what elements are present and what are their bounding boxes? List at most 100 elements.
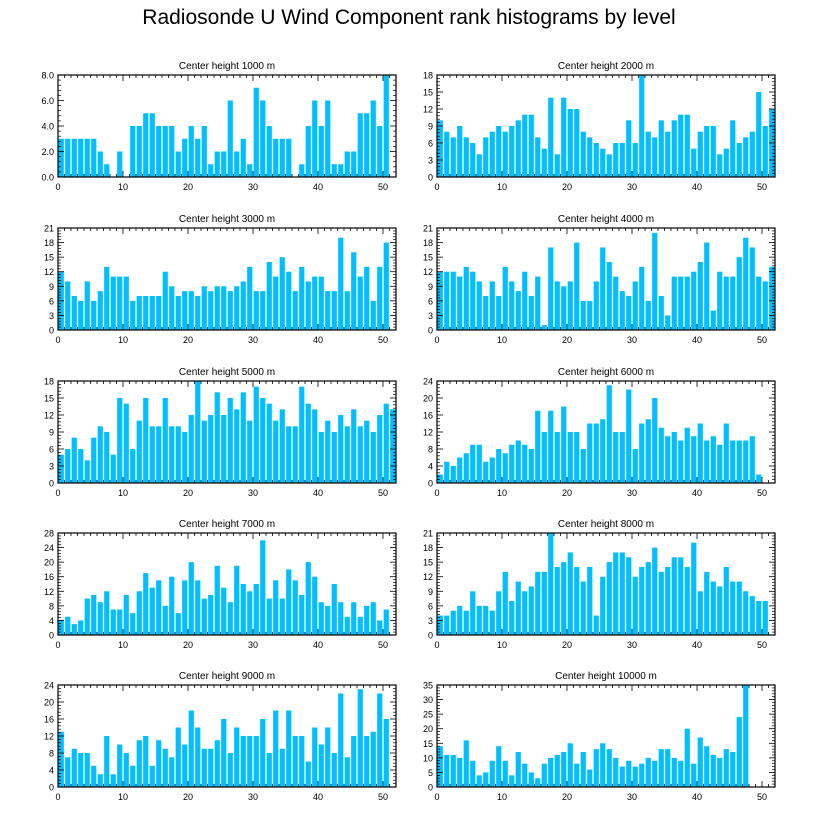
bar <box>234 409 240 483</box>
panel-title: Center height 7000 m <box>179 519 275 530</box>
bar <box>169 426 175 483</box>
x-tick-label: 10 <box>118 335 128 345</box>
panel-title: Center height 3000 m <box>179 214 275 225</box>
bar <box>736 717 742 787</box>
y-tick-label: 15 <box>423 253 433 263</box>
y-tick-label: 15 <box>423 88 433 98</box>
bar <box>286 426 292 483</box>
bar <box>574 567 580 635</box>
x-tick-label: 0 <box>434 792 439 802</box>
bar <box>489 131 495 177</box>
bar <box>299 266 305 330</box>
bar <box>509 281 515 330</box>
bar <box>286 569 292 635</box>
bar <box>169 757 175 787</box>
bar <box>97 291 103 330</box>
bar <box>123 594 129 635</box>
bar <box>318 602 324 635</box>
y-tick-label: 20 <box>423 394 433 404</box>
bar <box>691 148 697 177</box>
bar <box>201 420 207 483</box>
bar <box>351 252 357 330</box>
bar <box>632 576 638 635</box>
x-tick-label: 50 <box>378 792 388 802</box>
bar <box>710 754 716 787</box>
bar <box>104 432 110 483</box>
panel-title: Center height 6000 m <box>558 367 654 378</box>
bar <box>123 276 129 330</box>
bar <box>266 403 272 483</box>
bar <box>240 281 246 330</box>
bar <box>743 685 749 787</box>
bar <box>65 281 71 330</box>
bar <box>522 271 528 330</box>
bar <box>253 584 259 635</box>
y-tick-label: 24 <box>44 543 54 553</box>
y-tick-label: 28 <box>44 529 54 539</box>
bar <box>561 97 567 177</box>
bar <box>91 765 97 787</box>
bar <box>318 276 324 330</box>
x-tick-label: 10 <box>497 335 507 345</box>
bar <box>325 605 331 635</box>
bar <box>541 148 547 177</box>
x-tick-label: 30 <box>248 182 258 192</box>
bar <box>470 143 476 177</box>
bar <box>606 262 612 330</box>
bar <box>338 164 344 177</box>
y-tick-label: 6 <box>49 445 54 455</box>
bar <box>156 580 162 635</box>
bar <box>684 567 690 635</box>
y-tick-label: 10 <box>423 753 433 763</box>
bar <box>279 257 285 330</box>
bar <box>58 454 64 483</box>
x-tick-label: 20 <box>183 792 193 802</box>
bar <box>305 403 311 483</box>
bar <box>305 562 311 635</box>
y-tick-label: 0 <box>428 479 433 489</box>
bar <box>97 774 103 787</box>
bar <box>619 291 625 330</box>
bar <box>684 427 690 483</box>
bar <box>717 757 723 787</box>
y-tick-label: 3 <box>428 156 433 166</box>
y-tick-label: 18 <box>423 71 433 81</box>
bar <box>515 291 521 330</box>
bar <box>325 727 331 787</box>
bar <box>104 736 110 787</box>
y-tick-label: 18 <box>423 238 433 248</box>
bar <box>730 752 736 787</box>
bar <box>697 131 703 177</box>
bar <box>162 271 168 330</box>
bar <box>561 752 567 787</box>
bar <box>78 449 84 483</box>
bar <box>325 291 331 330</box>
bar <box>645 419 651 483</box>
bar <box>240 584 246 635</box>
panel-title: Center height 4000 m <box>558 214 654 225</box>
bar <box>684 728 690 787</box>
y-tick-label: 20 <box>44 558 54 568</box>
bar <box>450 754 456 787</box>
bar <box>437 746 443 787</box>
bar <box>377 266 383 330</box>
bar <box>574 109 580 177</box>
bar <box>704 126 710 177</box>
bar <box>463 453 469 483</box>
bar <box>535 571 541 635</box>
y-tick-label: 18 <box>44 377 54 387</box>
y-tick-label: 8 <box>428 445 433 455</box>
chart-panel-3: Center height 3000 m 0 10 20 30 40 50 0 3 6 9 12 15 1… <box>44 214 397 345</box>
bar <box>338 602 344 635</box>
y-tick-label: 12 <box>44 732 54 742</box>
bar <box>162 748 168 787</box>
x-tick-label: 50 <box>378 488 388 498</box>
bar <box>240 138 246 177</box>
bar <box>496 126 502 177</box>
bar <box>305 281 311 330</box>
bar <box>338 237 344 330</box>
bar <box>593 143 599 177</box>
chart-panel-8: Center height 8000 m 0 10 20 30 40 50 0 3 6 9 12 15 1… <box>423 519 776 650</box>
x-tick-label: 40 <box>313 488 323 498</box>
bar <box>626 296 632 330</box>
